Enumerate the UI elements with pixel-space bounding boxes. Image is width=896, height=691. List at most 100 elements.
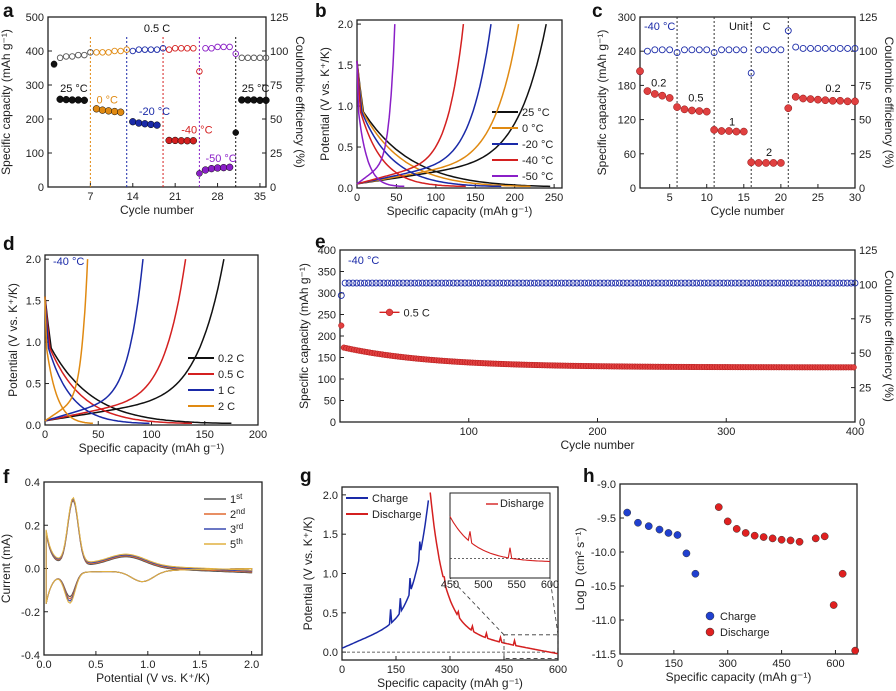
ce-point (523, 279, 531, 287)
y-tick-label: 60 (624, 149, 636, 161)
ce-point (384, 279, 392, 287)
discharge-curve (356, 60, 502, 188)
data-point (680, 105, 689, 114)
ce-point (619, 279, 627, 287)
ce-point (673, 49, 681, 57)
y2-tick-label: 0 (859, 183, 865, 195)
ce-point (507, 279, 515, 287)
ce-point (256, 54, 264, 62)
cv-curve (45, 496, 253, 604)
y-tick-label: -0.4 (21, 650, 40, 662)
ce-point (807, 45, 814, 52)
y-tick-label: 1.0 (338, 101, 353, 113)
data-point (623, 508, 632, 517)
legend-entry: 2 C (218, 401, 235, 413)
y2-tick-label: 50 (859, 115, 871, 127)
legend-marker (385, 308, 394, 317)
y-tick-label: 0 (38, 182, 44, 194)
ce-point (843, 279, 851, 287)
panel-c: 5 10 15 20 25 300601201802403000255075100125C… (592, 1, 896, 218)
ce-point (364, 279, 372, 287)
data-point (171, 136, 179, 145)
charge-curve (356, 23, 520, 185)
ce-point (565, 279, 573, 287)
x-tick-label: 200 (506, 192, 524, 204)
ce-point (685, 279, 693, 287)
data-point (141, 120, 149, 128)
ce-point (550, 279, 558, 287)
x-tick-label: 150 (466, 192, 484, 204)
ce-point (159, 45, 167, 52)
ce-point (341, 279, 349, 287)
ce-point (704, 279, 712, 287)
y-tick-label: 0.5 (26, 379, 41, 391)
data-point (147, 120, 155, 129)
ce-point (442, 279, 450, 287)
ce-point (643, 47, 651, 55)
ce-point (376, 279, 384, 287)
temperature-label: -40 °C (348, 255, 379, 267)
y-tick-label: 300 (318, 288, 336, 300)
data-point (50, 60, 58, 68)
data-point (196, 170, 203, 177)
data-point (682, 549, 691, 558)
data-point (695, 107, 704, 115)
y-tick-label: -10.0 (591, 547, 616, 559)
ce-point (670, 279, 677, 287)
discharge-curve (429, 492, 559, 655)
y-tick-label: 150 (318, 353, 336, 365)
temperature-label: -50 °C (205, 153, 236, 165)
ce-point (558, 279, 565, 287)
x-tick-label: 50 (92, 429, 104, 441)
y-tick-label: 0.2 (25, 520, 40, 532)
discharge-curve (44, 296, 93, 425)
temperature-label: -40 °C (53, 256, 84, 268)
ce-series (337, 279, 859, 299)
temperature-label: 25 °C (60, 83, 88, 95)
y2-tick-label: 25 (859, 383, 871, 395)
ce-point (469, 279, 477, 287)
zoom-connector (449, 577, 505, 636)
ce-point (111, 47, 118, 55)
ce-point (153, 46, 161, 53)
ce-point (725, 46, 733, 54)
legend-entry: 1 C (218, 385, 235, 397)
ce-point (785, 279, 793, 287)
data-point (655, 525, 664, 534)
y-tick-label: 350 (318, 267, 336, 279)
data-point (814, 95, 822, 104)
legend-superscript: nd (236, 507, 245, 516)
ce-point (712, 279, 720, 287)
ce-point (740, 46, 748, 54)
data-point (723, 517, 732, 526)
data-point (811, 534, 820, 543)
panel-label: g (300, 466, 312, 487)
ce-point (608, 279, 616, 287)
ce-point (735, 279, 743, 287)
data-point (673, 103, 681, 111)
x-axis-label: Specific capacity (mAh g⁻¹) (377, 676, 523, 690)
x-tick-label: 600 (549, 664, 567, 676)
capacity-point (338, 322, 345, 329)
ce-point (99, 49, 106, 56)
legend-entry: 25 °C (522, 107, 550, 119)
data-point (643, 87, 652, 95)
ce-point (809, 279, 816, 287)
data-point (250, 96, 258, 104)
ce-point (792, 43, 800, 51)
y-tick-label: 300 (618, 12, 636, 24)
ce-point (244, 54, 252, 62)
data-point (183, 137, 191, 145)
x-tick-label: 0 (339, 664, 345, 676)
rate-label: 0.2 (651, 78, 666, 90)
ce-point (372, 279, 380, 287)
ce-point (751, 279, 759, 287)
ce-point (430, 279, 438, 287)
x-tick-label: 7 (87, 191, 93, 203)
data-point (650, 90, 659, 98)
ce-point (461, 279, 469, 287)
data-point (68, 96, 76, 104)
y2-tick-label: 100 (270, 46, 288, 58)
ce-point (812, 279, 820, 287)
ce-point (829, 45, 837, 52)
